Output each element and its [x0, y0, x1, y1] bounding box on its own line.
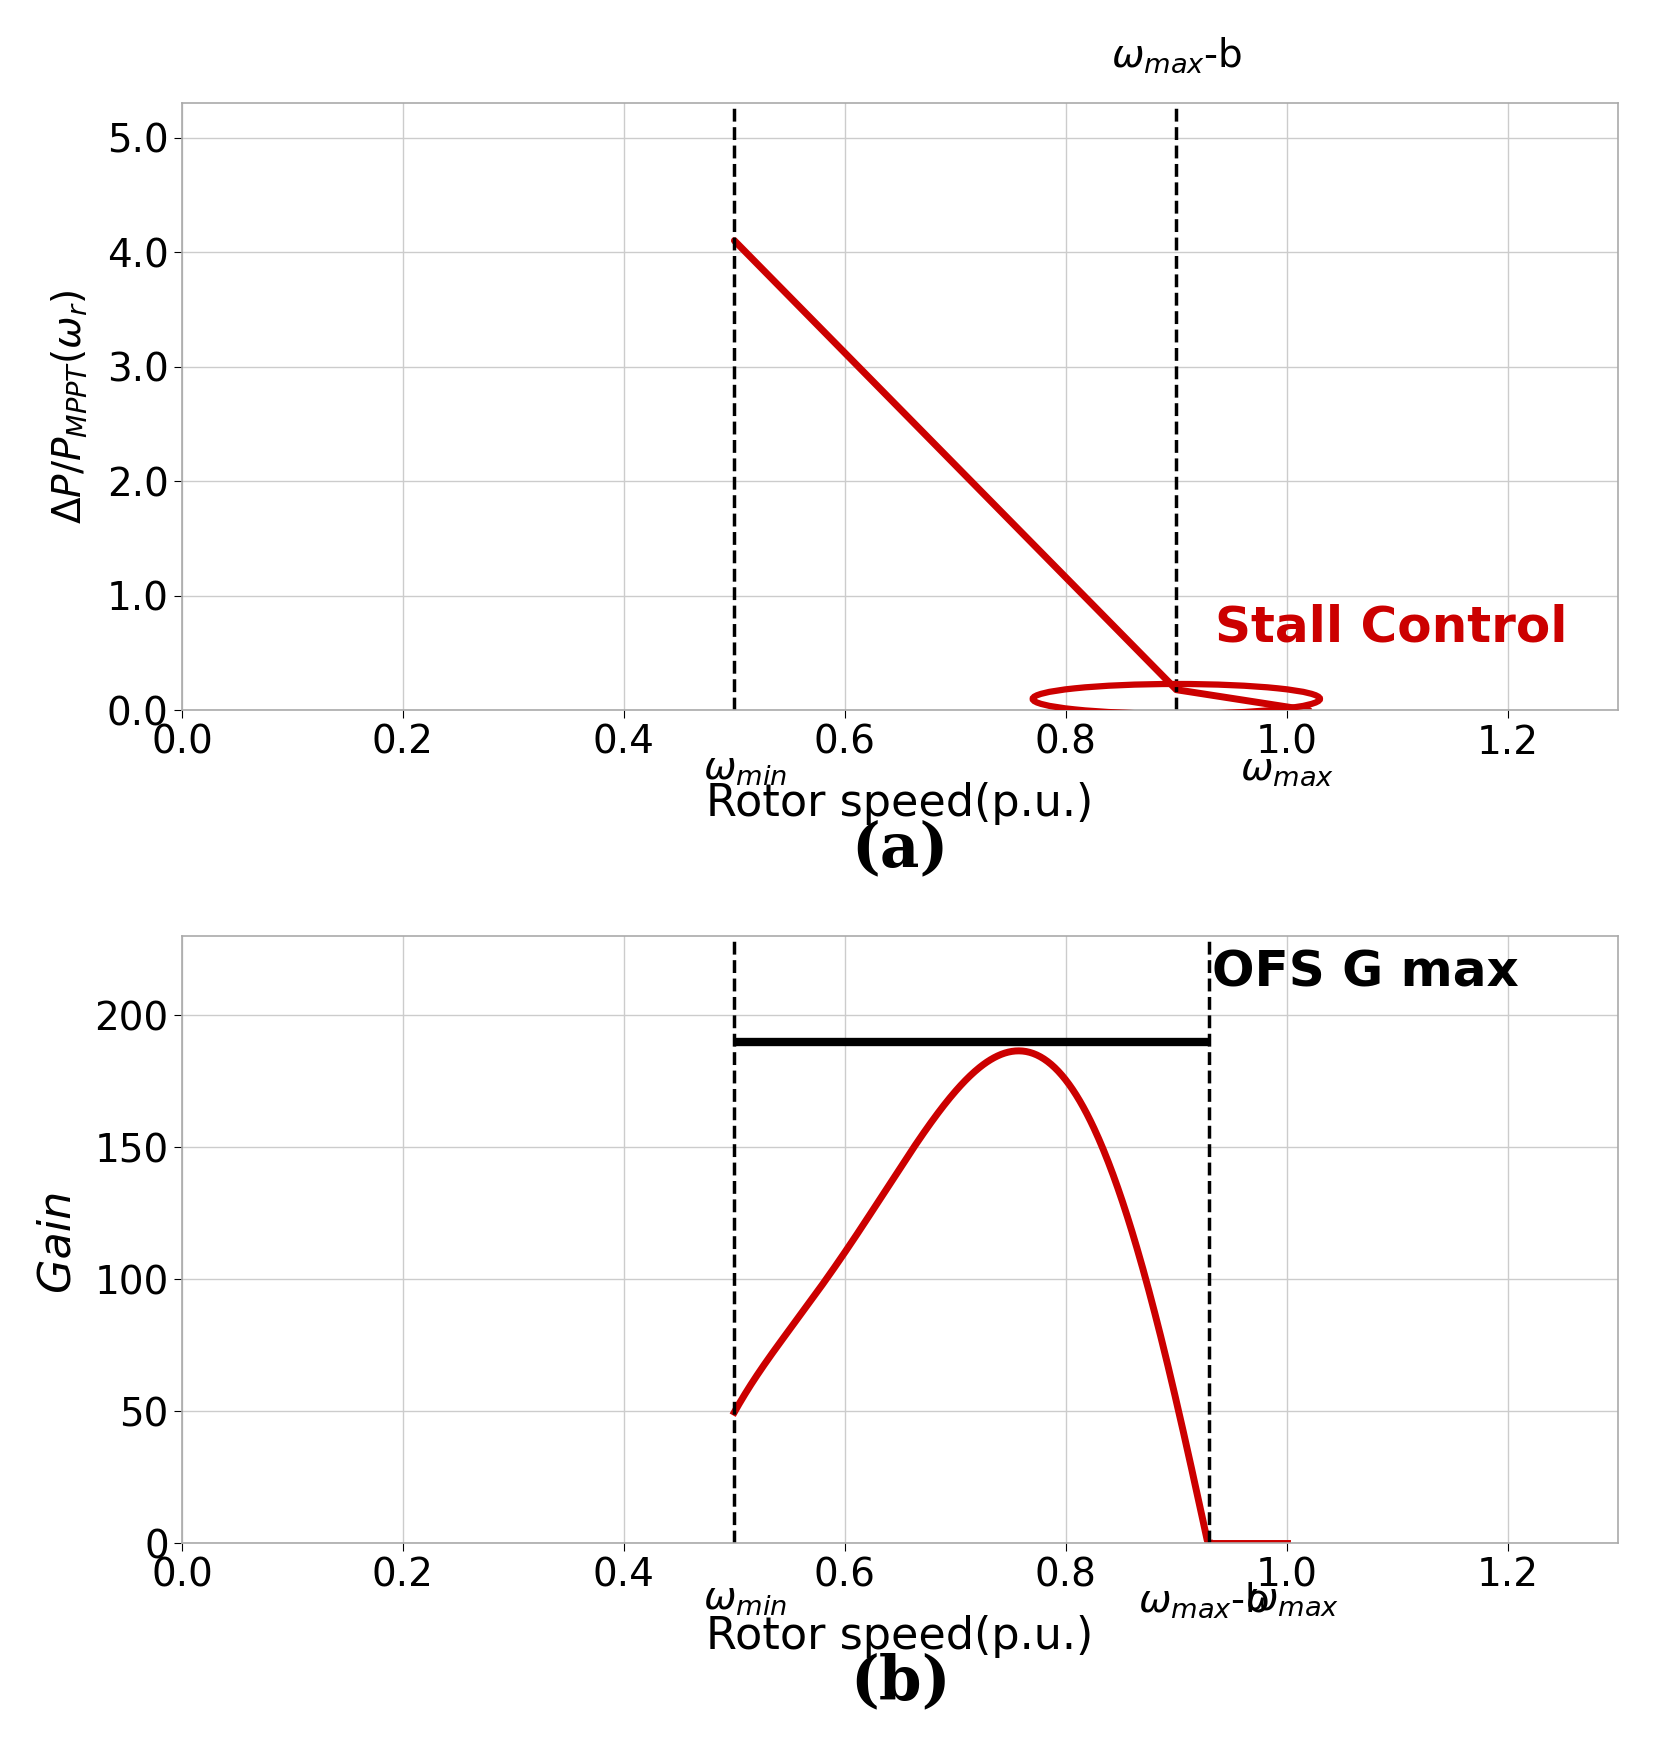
- Text: OFS G max: OFS G max: [1212, 949, 1519, 996]
- X-axis label: Rotor speed(p.u.): Rotor speed(p.u.): [706, 783, 1094, 825]
- Text: Stall Control: Stall Control: [1215, 603, 1567, 652]
- Text: (b): (b): [850, 1652, 950, 1713]
- Text: (a): (a): [851, 820, 949, 879]
- Text: $\omega_{min}$: $\omega_{min}$: [704, 750, 787, 788]
- Text: $\omega_{max}$-b: $\omega_{max}$-b: [1111, 35, 1241, 75]
- Text: $\omega_{min}$: $\omega_{min}$: [704, 1580, 787, 1619]
- Text: $\omega_{max}$-b: $\omega_{max}$-b: [1139, 1580, 1270, 1620]
- X-axis label: Rotor speed(p.u.): Rotor speed(p.u.): [706, 1615, 1094, 1659]
- Text: $\omega_{max}$: $\omega_{max}$: [1240, 750, 1334, 788]
- Y-axis label: Gain: Gain: [35, 1189, 78, 1290]
- Y-axis label: $\Delta P/P_{MPPT}(\omega_r)$: $\Delta P/P_{MPPT}(\omega_r)$: [50, 290, 91, 524]
- Text: $\omega_{max}$: $\omega_{max}$: [1245, 1580, 1339, 1619]
